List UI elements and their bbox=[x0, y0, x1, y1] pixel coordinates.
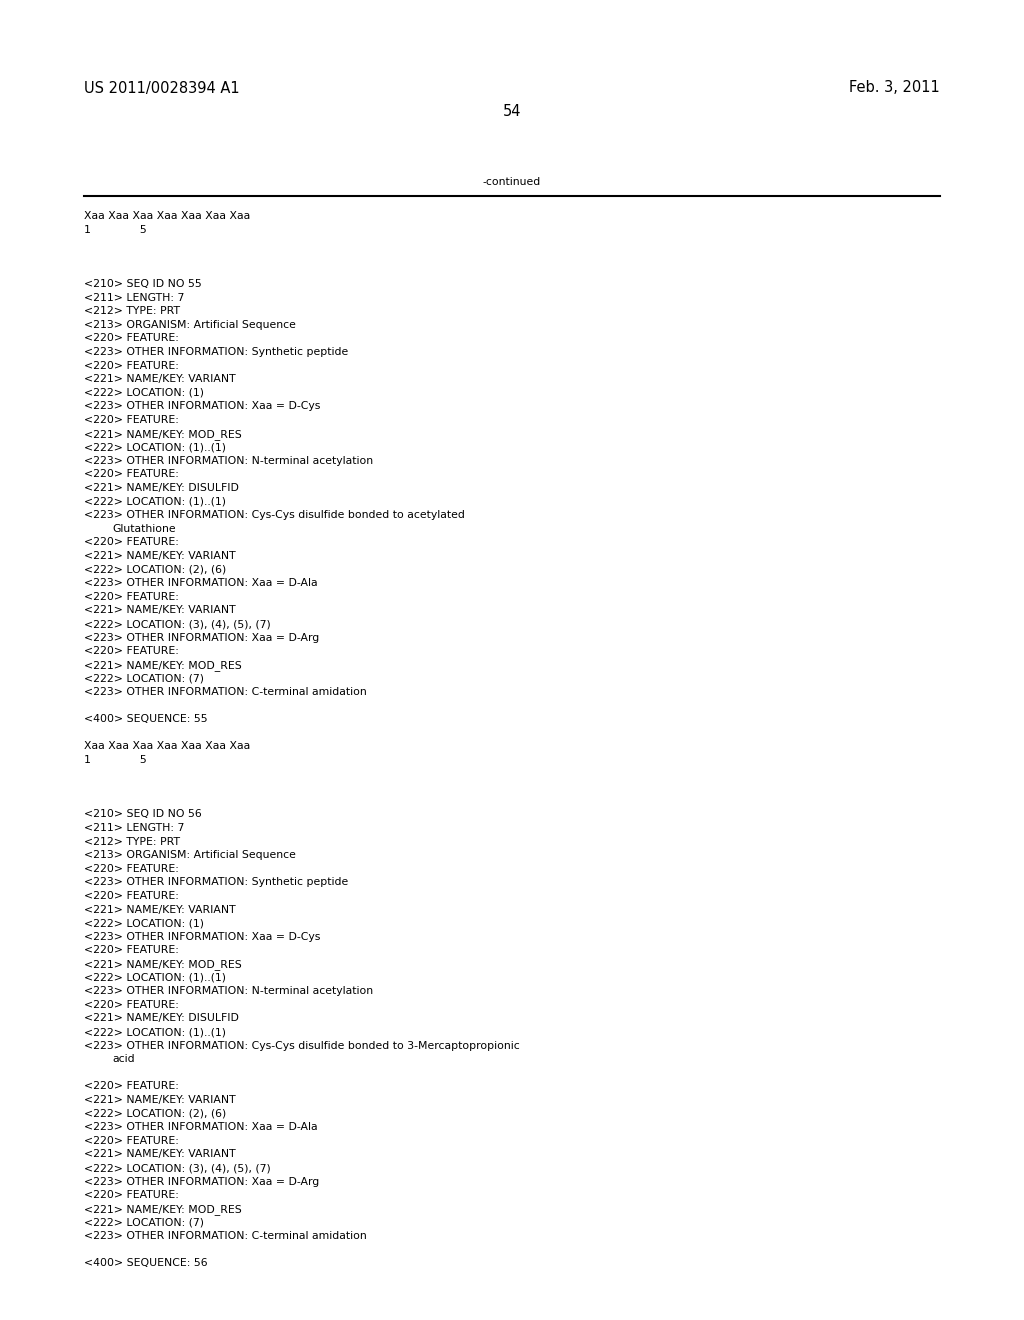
Text: <222> LOCATION: (1): <222> LOCATION: (1) bbox=[84, 919, 204, 928]
Text: Feb. 3, 2011: Feb. 3, 2011 bbox=[849, 81, 940, 95]
Text: <223> OTHER INFORMATION: Cys-Cys disulfide bonded to acetylated: <223> OTHER INFORMATION: Cys-Cys disulfi… bbox=[84, 511, 465, 520]
Text: US 2011/0028394 A1: US 2011/0028394 A1 bbox=[84, 81, 240, 95]
Text: <221> NAME/KEY: DISULFID: <221> NAME/KEY: DISULFID bbox=[84, 1014, 239, 1023]
Text: <223> OTHER INFORMATION: Xaa = D-Cys: <223> OTHER INFORMATION: Xaa = D-Cys bbox=[84, 932, 321, 941]
Text: <220> FEATURE:: <220> FEATURE: bbox=[84, 1135, 179, 1146]
Text: <220> FEATURE:: <220> FEATURE: bbox=[84, 591, 179, 602]
Text: Xaa Xaa Xaa Xaa Xaa Xaa Xaa: Xaa Xaa Xaa Xaa Xaa Xaa Xaa bbox=[84, 742, 250, 751]
Text: <222> LOCATION: (1)..(1): <222> LOCATION: (1)..(1) bbox=[84, 973, 226, 982]
Text: <211> LENGTH: 7: <211> LENGTH: 7 bbox=[84, 293, 184, 302]
Text: <221> NAME/KEY: VARIANT: <221> NAME/KEY: VARIANT bbox=[84, 606, 236, 615]
Text: <223> OTHER INFORMATION: Synthetic peptide: <223> OTHER INFORMATION: Synthetic pepti… bbox=[84, 878, 348, 887]
Text: <223> OTHER INFORMATION: Xaa = D-Cys: <223> OTHER INFORMATION: Xaa = D-Cys bbox=[84, 401, 321, 412]
Text: <223> OTHER INFORMATION: Xaa = D-Ala: <223> OTHER INFORMATION: Xaa = D-Ala bbox=[84, 578, 317, 589]
Text: <220> FEATURE:: <220> FEATURE: bbox=[84, 470, 179, 479]
Text: <210> SEQ ID NO 56: <210> SEQ ID NO 56 bbox=[84, 809, 202, 820]
Text: <223> OTHER INFORMATION: N-terminal acetylation: <223> OTHER INFORMATION: N-terminal acet… bbox=[84, 986, 373, 997]
Text: <223> OTHER INFORMATION: Xaa = D-Arg: <223> OTHER INFORMATION: Xaa = D-Arg bbox=[84, 632, 319, 643]
Text: <223> OTHER INFORMATION: Synthetic peptide: <223> OTHER INFORMATION: Synthetic pepti… bbox=[84, 347, 348, 356]
Text: <400> SEQUENCE: 56: <400> SEQUENCE: 56 bbox=[84, 1258, 208, 1269]
Text: 1              5: 1 5 bbox=[84, 755, 146, 766]
Text: <221> NAME/KEY: MOD_RES: <221> NAME/KEY: MOD_RES bbox=[84, 429, 242, 440]
Text: Glutathione: Glutathione bbox=[112, 524, 175, 533]
Text: <213> ORGANISM: Artificial Sequence: <213> ORGANISM: Artificial Sequence bbox=[84, 850, 296, 861]
Text: <400> SEQUENCE: 55: <400> SEQUENCE: 55 bbox=[84, 714, 208, 725]
Text: <222> LOCATION: (1): <222> LOCATION: (1) bbox=[84, 388, 204, 397]
Text: <223> OTHER INFORMATION: Cys-Cys disulfide bonded to 3-Mercaptopropionic: <223> OTHER INFORMATION: Cys-Cys disulfi… bbox=[84, 1040, 520, 1051]
Text: <220> FEATURE:: <220> FEATURE: bbox=[84, 360, 179, 371]
Text: 1              5: 1 5 bbox=[84, 224, 146, 235]
Text: <223> OTHER INFORMATION: N-terminal acetylation: <223> OTHER INFORMATION: N-terminal acet… bbox=[84, 455, 373, 466]
Text: <221> NAME/KEY: MOD_RES: <221> NAME/KEY: MOD_RES bbox=[84, 960, 242, 970]
Text: <221> NAME/KEY: MOD_RES: <221> NAME/KEY: MOD_RES bbox=[84, 1204, 242, 1214]
Text: <220> FEATURE:: <220> FEATURE: bbox=[84, 414, 179, 425]
Text: <223> OTHER INFORMATION: Xaa = D-Arg: <223> OTHER INFORMATION: Xaa = D-Arg bbox=[84, 1176, 319, 1187]
Text: <220> FEATURE:: <220> FEATURE: bbox=[84, 999, 179, 1010]
Text: <222> LOCATION: (1)..(1): <222> LOCATION: (1)..(1) bbox=[84, 496, 226, 507]
Text: <220> FEATURE:: <220> FEATURE: bbox=[84, 1081, 179, 1092]
Text: <212> TYPE: PRT: <212> TYPE: PRT bbox=[84, 306, 180, 317]
Text: <223> OTHER INFORMATION: C-terminal amidation: <223> OTHER INFORMATION: C-terminal amid… bbox=[84, 1232, 367, 1241]
Text: <221> NAME/KEY: DISULFID: <221> NAME/KEY: DISULFID bbox=[84, 483, 239, 492]
Text: <221> NAME/KEY: VARIANT: <221> NAME/KEY: VARIANT bbox=[84, 1096, 236, 1105]
Text: <222> LOCATION: (7): <222> LOCATION: (7) bbox=[84, 1217, 204, 1228]
Text: <222> LOCATION: (3), (4), (5), (7): <222> LOCATION: (3), (4), (5), (7) bbox=[84, 1163, 270, 1173]
Text: <221> NAME/KEY: MOD_RES: <221> NAME/KEY: MOD_RES bbox=[84, 660, 242, 671]
Text: <212> TYPE: PRT: <212> TYPE: PRT bbox=[84, 837, 180, 846]
Text: <223> OTHER INFORMATION: C-terminal amidation: <223> OTHER INFORMATION: C-terminal amid… bbox=[84, 686, 367, 697]
Text: <221> NAME/KEY: VARIANT: <221> NAME/KEY: VARIANT bbox=[84, 904, 236, 915]
Text: <221> NAME/KEY: VARIANT: <221> NAME/KEY: VARIANT bbox=[84, 550, 236, 561]
Text: <220> FEATURE:: <220> FEATURE: bbox=[84, 537, 179, 548]
Text: -continued: -continued bbox=[483, 177, 541, 187]
Text: <220> FEATURE:: <220> FEATURE: bbox=[84, 1191, 179, 1200]
Text: <220> FEATURE:: <220> FEATURE: bbox=[84, 863, 179, 874]
Text: <220> FEATURE:: <220> FEATURE: bbox=[84, 891, 179, 902]
Text: <222> LOCATION: (1)..(1): <222> LOCATION: (1)..(1) bbox=[84, 1027, 226, 1038]
Text: Xaa Xaa Xaa Xaa Xaa Xaa Xaa: Xaa Xaa Xaa Xaa Xaa Xaa Xaa bbox=[84, 211, 250, 220]
Text: <223> OTHER INFORMATION: Xaa = D-Ala: <223> OTHER INFORMATION: Xaa = D-Ala bbox=[84, 1122, 317, 1133]
Text: <222> LOCATION: (3), (4), (5), (7): <222> LOCATION: (3), (4), (5), (7) bbox=[84, 619, 270, 630]
Text: <222> LOCATION: (2), (6): <222> LOCATION: (2), (6) bbox=[84, 565, 226, 574]
Text: <221> NAME/KEY: VARIANT: <221> NAME/KEY: VARIANT bbox=[84, 374, 236, 384]
Text: <213> ORGANISM: Artificial Sequence: <213> ORGANISM: Artificial Sequence bbox=[84, 319, 296, 330]
Text: <220> FEATURE:: <220> FEATURE: bbox=[84, 945, 179, 956]
Text: <220> FEATURE:: <220> FEATURE: bbox=[84, 334, 179, 343]
Text: acid: acid bbox=[112, 1055, 134, 1064]
Text: <220> FEATURE:: <220> FEATURE: bbox=[84, 647, 179, 656]
Text: <222> LOCATION: (2), (6): <222> LOCATION: (2), (6) bbox=[84, 1109, 226, 1118]
Text: <222> LOCATION: (1)..(1): <222> LOCATION: (1)..(1) bbox=[84, 442, 226, 453]
Text: <210> SEQ ID NO 55: <210> SEQ ID NO 55 bbox=[84, 279, 202, 289]
Text: 54: 54 bbox=[503, 104, 521, 120]
Text: <221> NAME/KEY: VARIANT: <221> NAME/KEY: VARIANT bbox=[84, 1150, 236, 1159]
Text: <222> LOCATION: (7): <222> LOCATION: (7) bbox=[84, 673, 204, 684]
Text: <211> LENGTH: 7: <211> LENGTH: 7 bbox=[84, 822, 184, 833]
